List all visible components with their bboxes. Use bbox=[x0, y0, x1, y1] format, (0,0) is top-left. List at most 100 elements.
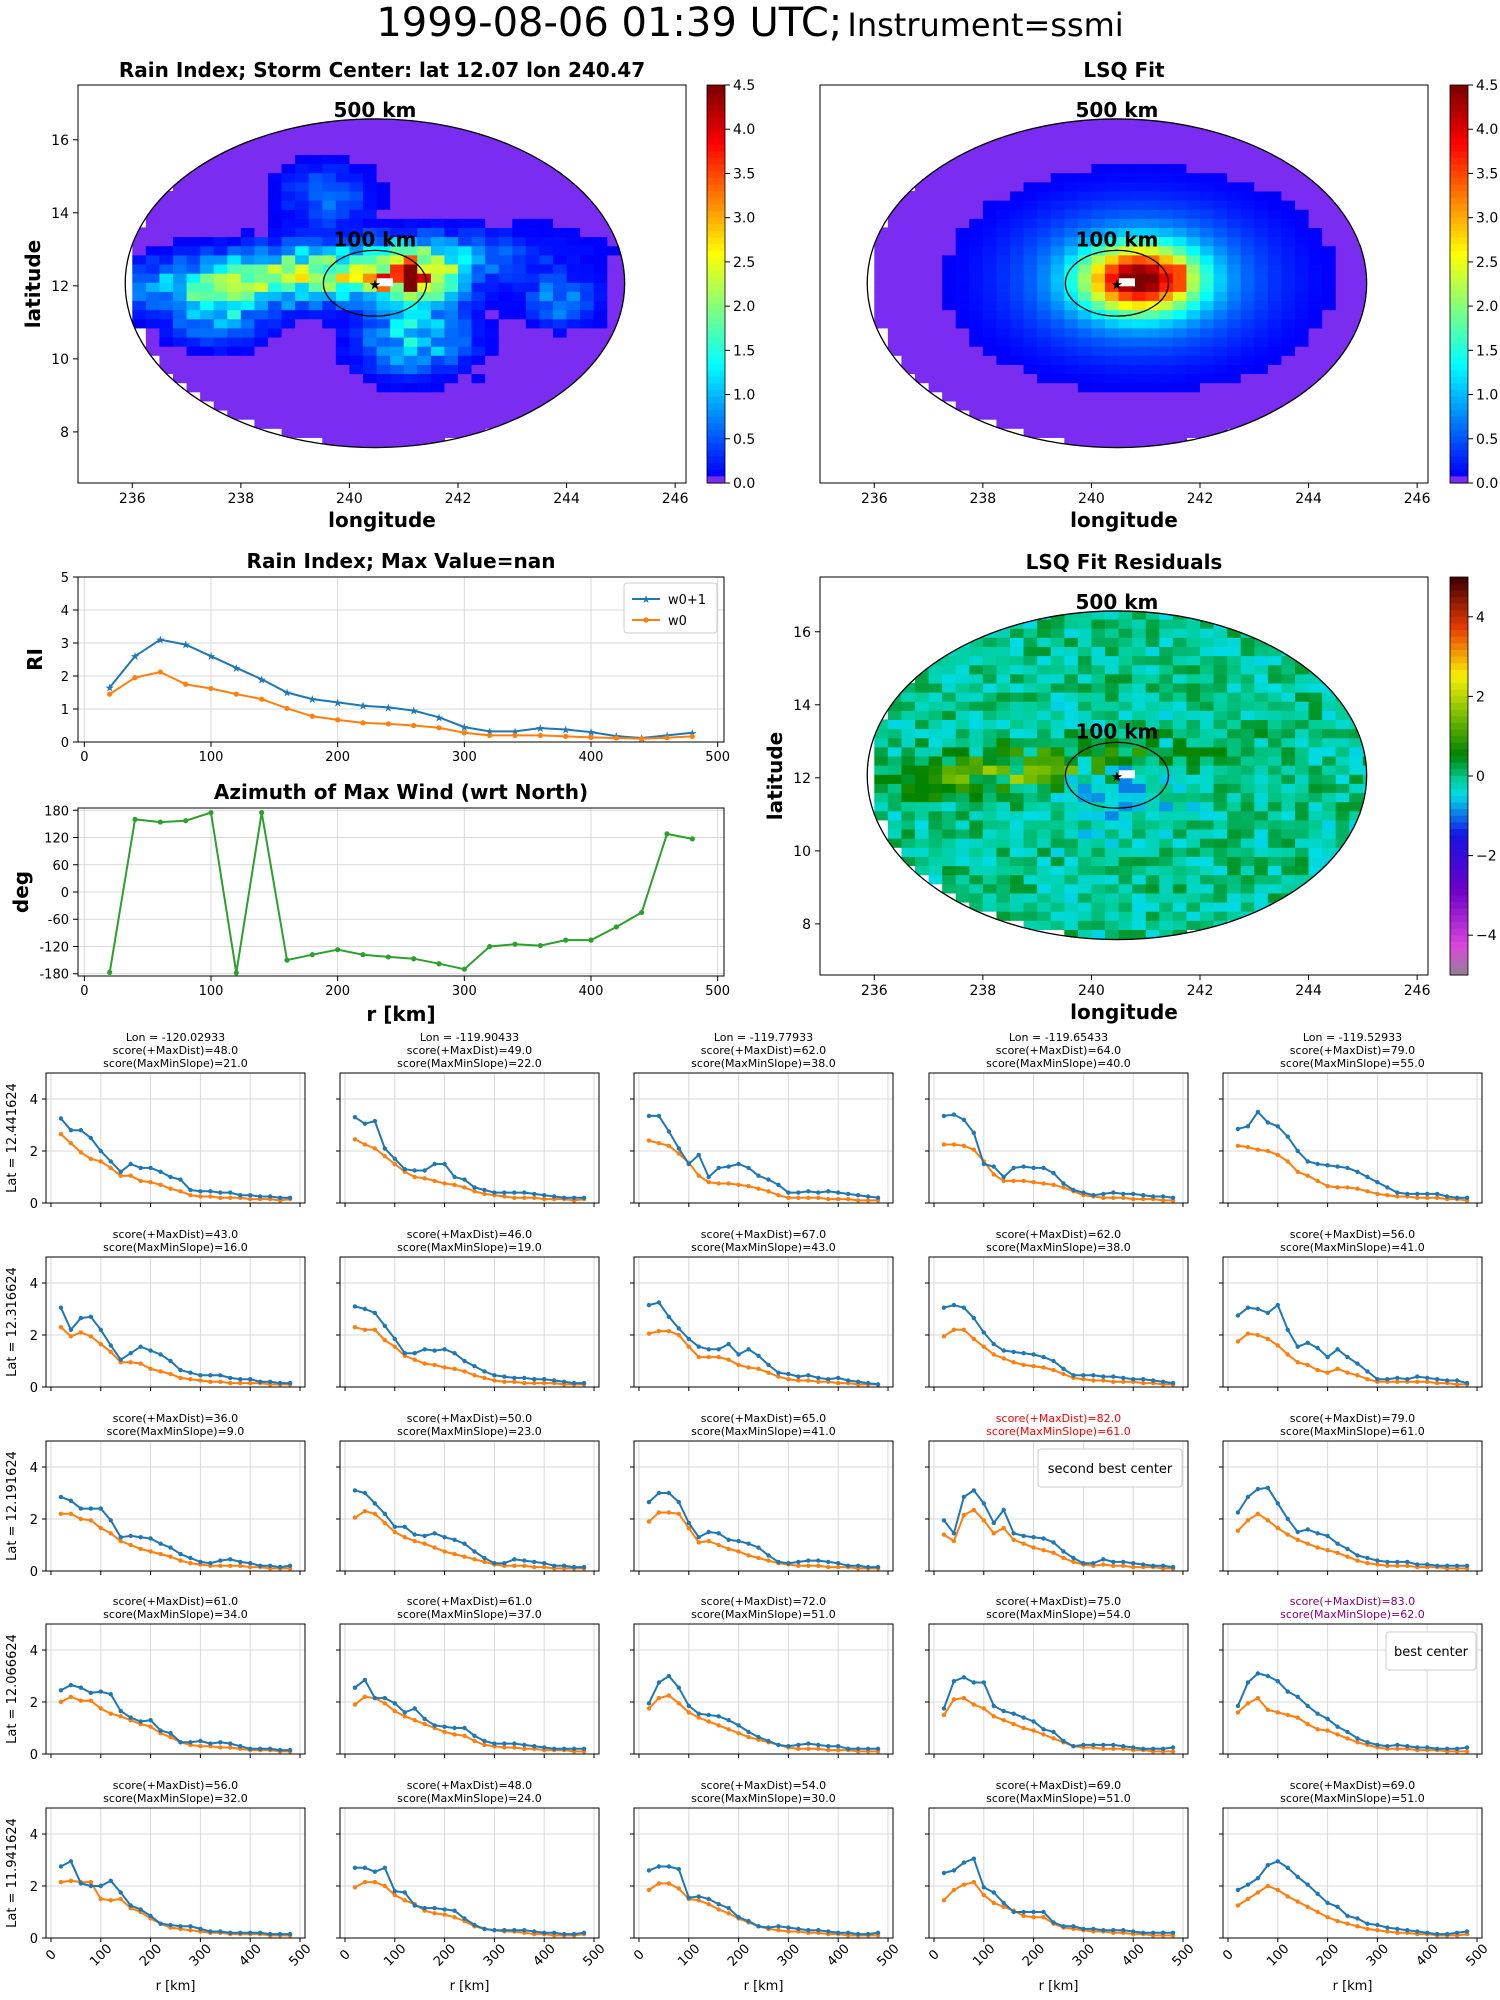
map-cell bbox=[335, 118, 351, 128]
map-cell bbox=[982, 646, 998, 657]
map-cell bbox=[458, 300, 473, 311]
data-point bbox=[855, 1563, 861, 1569]
map-cell bbox=[1227, 655, 1242, 666]
map-cell bbox=[1267, 710, 1283, 721]
map-cell bbox=[1118, 382, 1133, 393]
map-cell bbox=[1227, 181, 1242, 192]
map-cell bbox=[254, 327, 269, 338]
data-point bbox=[58, 1688, 64, 1693]
map-cell bbox=[1213, 719, 1228, 730]
map-cell bbox=[1200, 911, 1215, 921]
map-cell bbox=[1349, 746, 1364, 757]
map-cell bbox=[295, 254, 310, 265]
map-cell bbox=[915, 346, 930, 356]
map-cell bbox=[200, 263, 215, 274]
colorbar-band bbox=[707, 164, 725, 172]
map-cell bbox=[322, 227, 337, 238]
map-cell bbox=[1064, 419, 1079, 429]
data-point bbox=[277, 1564, 283, 1570]
map-cell bbox=[1091, 920, 1106, 930]
map-cell bbox=[1064, 172, 1079, 183]
map-cell bbox=[566, 318, 581, 329]
map-cell bbox=[553, 200, 568, 210]
map-cell bbox=[915, 737, 930, 748]
map-cell bbox=[417, 218, 432, 229]
map-cell bbox=[928, 291, 943, 302]
map-cell bbox=[887, 719, 903, 730]
data-point bbox=[158, 1541, 163, 1546]
map-cell bbox=[1010, 136, 1025, 146]
data-point bbox=[971, 1336, 977, 1342]
map-cell bbox=[335, 391, 351, 402]
data-point bbox=[1170, 1195, 1176, 1201]
map-cell bbox=[1118, 190, 1133, 201]
map-cell bbox=[254, 190, 269, 201]
map-cell bbox=[1200, 327, 1215, 338]
azimuth-line bbox=[108, 811, 693, 973]
map-cell bbox=[308, 373, 323, 384]
map-cell bbox=[1037, 828, 1052, 839]
map-cell bbox=[553, 327, 568, 338]
data-point bbox=[1160, 1379, 1166, 1385]
data-point bbox=[118, 1714, 123, 1719]
map-cell bbox=[363, 400, 378, 411]
map-cell bbox=[1213, 263, 1228, 274]
map-cell bbox=[1362, 318, 1367, 329]
map-cell bbox=[498, 227, 513, 238]
map-cell bbox=[349, 227, 364, 238]
map-cell bbox=[1077, 382, 1093, 393]
data-point bbox=[1325, 1163, 1330, 1168]
map-cell bbox=[268, 236, 283, 247]
map-cell bbox=[295, 355, 310, 365]
map-cell bbox=[1295, 801, 1310, 812]
map-cell bbox=[173, 318, 188, 329]
map-cell bbox=[1213, 236, 1228, 247]
map-cell bbox=[1172, 318, 1188, 329]
map-cell bbox=[1105, 847, 1120, 857]
map-cell bbox=[942, 282, 957, 292]
map-cell bbox=[1037, 428, 1052, 438]
map-cell bbox=[1159, 355, 1174, 365]
map-cell bbox=[1010, 892, 1025, 903]
data-point bbox=[277, 1195, 283, 1201]
data-point bbox=[746, 1183, 751, 1189]
label-500km: 500 km bbox=[334, 98, 417, 122]
y-tick-label: 8 bbox=[802, 917, 811, 933]
map-cell bbox=[1050, 336, 1065, 347]
data-point bbox=[78, 1685, 84, 1690]
data-point bbox=[875, 1382, 881, 1387]
map-cell bbox=[915, 291, 930, 302]
map-cell bbox=[390, 172, 405, 183]
map-cell bbox=[1227, 400, 1242, 411]
map-cell bbox=[1105, 856, 1120, 867]
map-cell bbox=[1105, 181, 1120, 192]
data-point bbox=[736, 1161, 741, 1167]
map-cell bbox=[200, 163, 215, 174]
map-cell bbox=[1091, 692, 1106, 702]
data-point bbox=[542, 1561, 547, 1566]
colorbar-band bbox=[1450, 630, 1468, 638]
map-cell bbox=[322, 273, 337, 283]
map-cell bbox=[1077, 628, 1093, 638]
map-frame bbox=[77, 84, 687, 484]
map-cell bbox=[1322, 737, 1337, 748]
colorbar-band bbox=[1450, 204, 1468, 212]
data-point bbox=[138, 1546, 143, 1552]
data-point bbox=[736, 1362, 741, 1368]
map-cell bbox=[1132, 273, 1147, 283]
map-cell bbox=[1254, 190, 1269, 201]
map-cell bbox=[1118, 865, 1133, 876]
series-w0p1 bbox=[648, 1114, 879, 1199]
map-cell bbox=[1105, 810, 1120, 821]
map-pixels bbox=[132, 118, 625, 448]
x-tick-label: 500 bbox=[705, 984, 730, 999]
map-cell bbox=[928, 318, 943, 329]
map-cell bbox=[1132, 883, 1147, 894]
score-maxminslope: score(MaxMinSlope)=55.0 bbox=[1280, 1057, 1425, 1070]
data-point bbox=[1395, 1563, 1400, 1569]
map-cell bbox=[159, 327, 174, 338]
map-cell bbox=[240, 145, 256, 155]
map-cell bbox=[1281, 327, 1296, 338]
data-point bbox=[1121, 1379, 1126, 1385]
map-cell bbox=[1186, 136, 1201, 146]
